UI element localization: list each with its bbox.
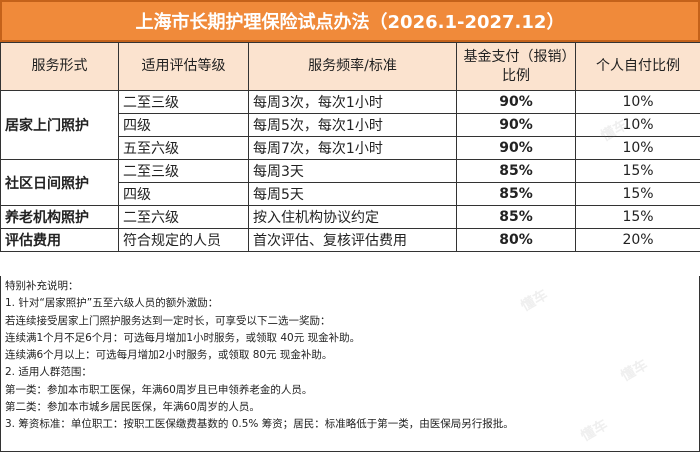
frequency-cell: 每周7次，每次1小时 xyxy=(248,136,457,160)
header-fund-ratio: 基金支付（报销）比例 xyxy=(456,42,576,91)
fund-ratio-cell: 90% xyxy=(456,136,576,160)
table-row: 四级 每周5次，每次1小时 90% 10% xyxy=(1,113,700,137)
frequency-cell: 按入住机构协议约定 xyxy=(248,205,457,229)
table-header-row: 服务形式 适用评估等级 服务频率/标准 基金支付（报销）比例 个人自付比例 xyxy=(0,42,700,91)
level-cell: 二至三级 xyxy=(118,159,249,183)
note-line: 2. 适用人群范围： xyxy=(5,366,92,379)
note-line: 若连续接受居家上门照护服务达到一定时长，可享受以下二选一奖励： xyxy=(5,314,331,327)
note-line: 3. 筹资标准：单位职工：按职工医保缴费基数的 0.5% 筹资；居民：标准略低于… xyxy=(5,418,514,431)
service-form-cell: 居家上门照护 xyxy=(0,90,119,160)
level-cell: 符合规定的人员 xyxy=(118,228,249,252)
fund-ratio-cell: 90% xyxy=(456,90,576,114)
fund-ratio-cell: 80% xyxy=(456,228,576,252)
table-row: 社区日间照护 二至三级 每周3天 85% 15% xyxy=(0,159,700,206)
notes-heading: 特别补充说明： xyxy=(5,280,79,292)
fund-ratio-cell: 85% xyxy=(456,159,576,183)
table-row: 居家上门照护 二至三级 每周3次，每次1小时 90% 10% xyxy=(0,90,700,160)
level-cell: 四级 xyxy=(118,113,249,137)
note-line: 1. 针对“居家照护”五至六级人员的额外激励： xyxy=(5,297,219,310)
frequency-cell: 每周3次，每次1小时 xyxy=(248,90,457,114)
self-pay-cell: 15% xyxy=(575,205,700,229)
fund-ratio-cell: 85% xyxy=(456,205,576,229)
header-assessment-level: 适用评估等级 xyxy=(118,42,249,91)
self-pay-cell: 15% xyxy=(575,182,700,206)
frequency-cell: 首次评估、复核评估费用 xyxy=(248,228,457,252)
note-line: 连续满1个月不足6个月：可选每月增加1小时服务，或领取 40元 现金补助。 xyxy=(5,331,361,344)
service-form-cell: 养老机构照护 xyxy=(0,205,119,229)
level-cell: 五至六级 xyxy=(118,136,249,160)
table-row: 评估费用 符合规定的人员 首次评估、复核评估费用 80% 20% xyxy=(0,228,700,252)
note-line: 第二类：参加本市城乡居民医保，年满60周岁的人员。 xyxy=(5,401,260,414)
header-service-form: 服务形式 xyxy=(0,42,119,91)
service-form-cell: 评估费用 xyxy=(0,228,119,252)
frequency-cell: 每周3天 xyxy=(248,159,457,183)
note-line: 连续满6个月以上：可选每月增加2小时服务，或领取 80元 现金补助。 xyxy=(5,349,333,362)
fund-ratio-cell: 90% xyxy=(456,113,576,137)
self-pay-cell: 20% xyxy=(575,228,700,252)
table-row: 四级 每周5天 85% 15% xyxy=(1,182,700,206)
self-pay-cell: 10% xyxy=(575,90,700,114)
self-pay-cell: 10% xyxy=(575,136,700,160)
policy-table: 服务形式 适用评估等级 服务频率/标准 基金支付（报销）比例 个人自付比例 居家… xyxy=(0,42,700,252)
header-self-pay-ratio: 个人自付比例 xyxy=(575,42,700,91)
supplementary-notes: 特别补充说明： 1. 针对“居家照护”五至六级人员的额外激励： 若连续接受居家上… xyxy=(0,276,700,452)
note-line: 第一类：参加本市职工医保，年满60周岁且已申领养老金的人员。 xyxy=(5,383,313,396)
level-cell: 二至六级 xyxy=(118,205,249,229)
self-pay-cell: 15% xyxy=(575,159,700,183)
level-cell: 四级 xyxy=(118,182,249,206)
header-service-frequency: 服务频率/标准 xyxy=(248,42,457,91)
level-cell: 二至三级 xyxy=(118,90,249,114)
fund-ratio-cell: 85% xyxy=(456,182,576,206)
self-pay-cell: 10% xyxy=(575,113,700,137)
table-row: 五至六级 每周7次，每次1小时 90% 10% xyxy=(1,136,700,160)
document-title: 上海市长期护理保险试点办法（2026.1-2027.12） xyxy=(0,0,700,42)
service-form-cell: 社区日间照护 xyxy=(0,159,119,206)
table-row: 养老机构照护 二至六级 按入住机构协议约定 85% 15% xyxy=(0,205,700,229)
frequency-cell: 每周5天 xyxy=(248,182,457,206)
frequency-cell: 每周5次，每次1小时 xyxy=(248,113,457,137)
